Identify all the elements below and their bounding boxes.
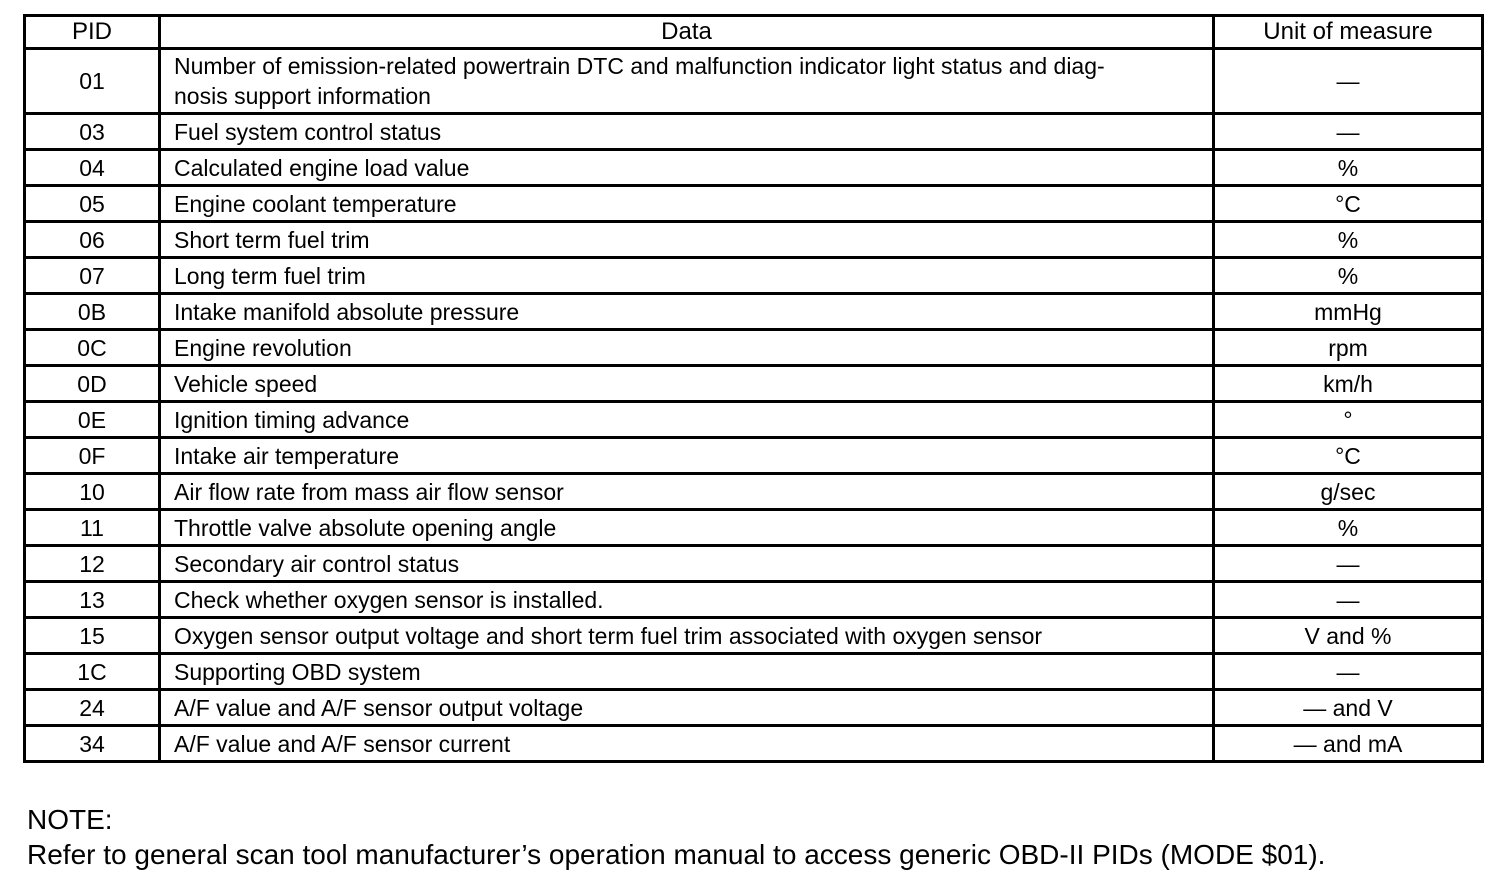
pid-cell: 15 [23, 616, 161, 655]
data-cell: Intake air temperature [158, 436, 1215, 475]
data-cell: Engine coolant temperature [158, 184, 1215, 223]
data-cell: Supporting OBD system [158, 652, 1215, 691]
note-block: NOTE: Refer to general scan tool manufac… [23, 802, 1481, 872]
pid-cell: 13 [23, 580, 161, 619]
header-row: PID Data Unit of measure [23, 14, 1484, 50]
table-row: 12 Secondary air control status — [23, 544, 1484, 583]
note-text: Refer to general scan tool manufacturer’… [27, 839, 1326, 870]
note-label: NOTE: [27, 804, 113, 835]
pid-table-header: PID Data Unit of measure [23, 14, 1484, 50]
table-row: 01 Number of emission-related powertrain … [23, 47, 1484, 115]
table-row: 05 Engine coolant temperature °C [23, 184, 1484, 223]
table-row: 0D Vehicle speed km/h [23, 364, 1484, 403]
unit-cell: % [1212, 508, 1484, 547]
data-cell: Engine revolution [158, 328, 1215, 367]
table-row: 03 Fuel system control status — [23, 112, 1484, 151]
unit-cell: — [1212, 112, 1484, 151]
pid-cell: 11 [23, 508, 161, 547]
unit-cell: g/sec [1212, 472, 1484, 511]
table-row: 34 A/F value and A/F sensor current — and … [23, 724, 1484, 763]
column-header-unit: Unit of measure [1212, 14, 1484, 50]
pid-table: PID Data Unit of measure 01 Number of emi… [23, 14, 1484, 763]
table-row: 04 Calculated engine load value% [23, 148, 1484, 187]
table-row: 0E Ignition timing advance ° [23, 400, 1484, 439]
pid-cell: 0D [23, 364, 161, 403]
unit-cell: mmHg [1212, 292, 1484, 331]
table-row: 10 Air flow rate from mass air flow senso… [23, 472, 1484, 511]
column-header-data: Data [158, 14, 1215, 50]
unit-cell: % [1212, 256, 1484, 295]
pid-cell: 0E [23, 400, 161, 439]
data-cell: Long term fuel trim [158, 256, 1215, 295]
table-row: 07 Long term fuel trim% [23, 256, 1484, 295]
unit-cell: % [1212, 220, 1484, 259]
data-cell: A/F value and A/F sensor current [158, 724, 1215, 763]
pid-cell: 24 [23, 688, 161, 727]
data-cell: Number of emission-related powertrain DT… [158, 47, 1215, 115]
unit-cell: ° [1212, 400, 1484, 439]
pid-cell: 1C [23, 652, 161, 691]
pid-cell: 03 [23, 112, 161, 151]
data-cell: Calculated engine load value [158, 148, 1215, 187]
data-cell: Check whether oxygen sensor is installed… [158, 580, 1215, 619]
table-row: 11 Throttle valve absolute opening angle% [23, 508, 1484, 547]
table-row: 0B Intake manifold absolute pressure mmHg [23, 292, 1484, 331]
pid-cell: 04 [23, 148, 161, 187]
data-cell: Fuel system control status [158, 112, 1215, 151]
table-row: 0F Intake air temperature °C [23, 436, 1484, 475]
data-cell: A/F value and A/F sensor output voltage [158, 688, 1215, 727]
unit-cell: — [1212, 652, 1484, 691]
data-cell: Short term fuel trim [158, 220, 1215, 259]
pid-table-body: 01 Number of emission-related powertrain … [23, 47, 1484, 763]
pid-cell: 07 [23, 256, 161, 295]
data-cell: Ignition timing advance [158, 400, 1215, 439]
unit-cell: — and mA [1212, 724, 1484, 763]
unit-cell: °C [1212, 436, 1484, 475]
unit-cell: % [1212, 148, 1484, 187]
data-cell: Intake manifold absolute pressure [158, 292, 1215, 331]
unit-cell: km/h [1212, 364, 1484, 403]
pid-cell: 06 [23, 220, 161, 259]
pid-cell: 0C [23, 328, 161, 367]
unit-cell: V and % [1212, 616, 1484, 655]
data-cell: Throttle valve absolute opening angle [158, 508, 1215, 547]
pid-cell: 34 [23, 724, 161, 763]
table-row: 24 A/F value and A/F sensor output voltag… [23, 688, 1484, 727]
pid-cell: 12 [23, 544, 161, 583]
data-cell: Oxygen sensor output voltage and short t… [158, 616, 1215, 655]
unit-cell: rpm [1212, 328, 1484, 367]
unit-cell: — [1212, 544, 1484, 583]
data-cell: Secondary air control status [158, 544, 1215, 583]
data-cell: Air flow rate from mass air flow sensor [158, 472, 1215, 511]
pid-cell: 01 [23, 47, 161, 115]
unit-cell: — [1212, 580, 1484, 619]
unit-cell: °C [1212, 184, 1484, 223]
unit-cell: — [1212, 47, 1484, 115]
table-row: 0C Engine revolution rpm [23, 328, 1484, 367]
table-row: 1C Supporting OBD system — [23, 652, 1484, 691]
pid-cell: 05 [23, 184, 161, 223]
pid-cell: 0F [23, 436, 161, 475]
table-row: 13 Check whether oxygen sensor is install… [23, 580, 1484, 619]
pid-cell: 10 [23, 472, 161, 511]
pid-cell: 0B [23, 292, 161, 331]
unit-cell: — and V [1212, 688, 1484, 727]
table-row: 15 Oxygen sensor output voltage and short… [23, 616, 1484, 655]
data-cell: Vehicle speed [158, 364, 1215, 403]
column-header-pid: PID [23, 14, 161, 50]
table-row: 06 Short term fuel trim% [23, 220, 1484, 259]
